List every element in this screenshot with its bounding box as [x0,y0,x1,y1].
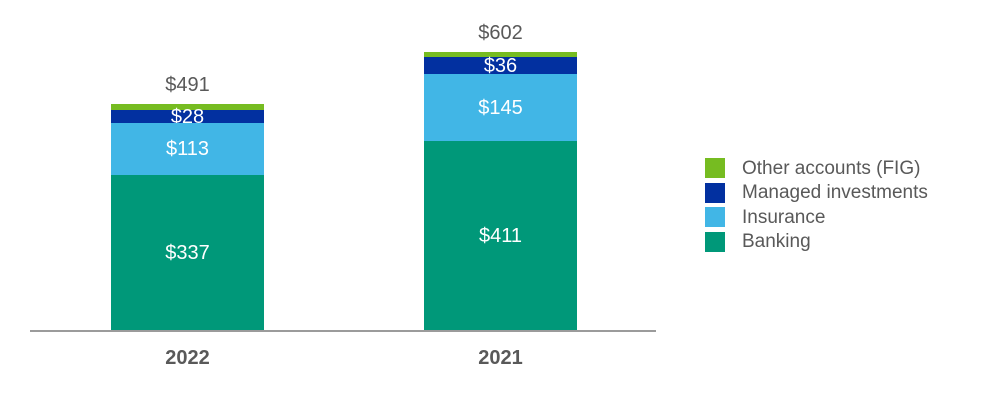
bar-segment-managed-investments: $28 [111,107,264,127]
legend-label: Insurance [742,206,826,228]
legend-label: Banking [742,231,811,253]
legend-item-other-accounts-fig: Other accounts (FIG) [705,156,928,181]
segment-value-label: $337 [165,241,210,264]
bar-segment-banking: $337 [111,175,264,330]
segment-value-label: $113 [165,138,209,160]
segment-value-label: $28 [170,105,205,128]
bar-segment-managed-investments: $36 [424,54,577,77]
segment-value-label: $36 [483,54,518,77]
bar-segment-banking: $411 [424,141,577,330]
legend-item-insurance: Insurance [705,205,928,230]
legend-label: Managed investments [742,182,928,204]
legend-swatch-managed-investments [705,182,725,203]
legend-swatch-banking [705,231,725,252]
x-axis-label-2022: 2022 [165,347,210,369]
bar-segment-other-accounts-fig [111,104,264,110]
legend: Other accounts (FIG) Managed investments I… [705,156,928,254]
bar-segment-insurance: $113 [111,123,264,175]
bar-segment-insurance: $145 [424,74,577,141]
bar-total-label-2021: $602 [478,22,523,44]
bar-segment-other-accounts-fig [424,52,577,57]
legend-item-managed-investments: Managed investments [705,181,928,206]
bar-2022: $337 $113 $28 [111,104,264,330]
legend-swatch-other-accounts-fig [705,158,725,179]
bar-2021: $411 $145 $36 [424,52,577,330]
segment-value-label: $145 [478,96,523,119]
x-axis-line [30,330,656,332]
legend-swatch-insurance [705,207,725,228]
bar-total-label-2022: $491 [165,74,210,96]
legend-label: Other accounts (FIG) [742,157,921,179]
segment-value-label: $411 [478,224,522,247]
legend-item-banking: Banking [705,230,928,255]
x-axis-label-2021: 2021 [478,347,523,369]
